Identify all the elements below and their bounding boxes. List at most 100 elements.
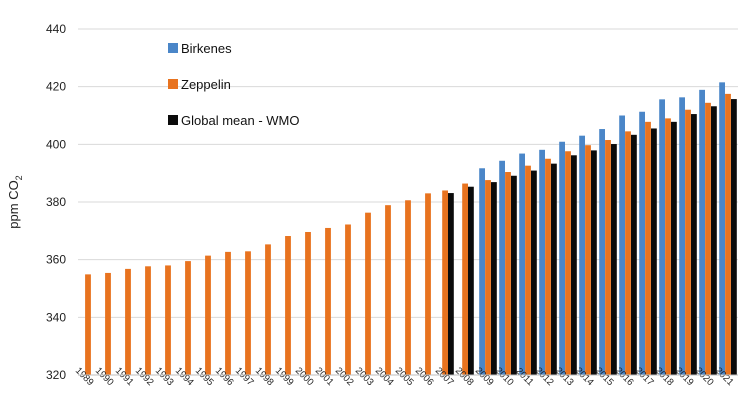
x-tick-label-2003: 2003 [353, 365, 376, 388]
bar-birkenes-2013 [559, 141, 565, 375]
legend-label-birkenes: Birkenes [181, 41, 232, 56]
bar-zeppelin-2019 [685, 109, 691, 375]
y-tick-label-380: 380 [46, 195, 66, 209]
x-tick-label-1995: 1995 [193, 365, 216, 388]
bar-birkenes-2009 [479, 168, 485, 375]
x-tick-label-1992: 1992 [133, 365, 156, 388]
bar-zeppelin-2006 [425, 193, 431, 375]
bar-global-mean-wmo-2009 [491, 182, 497, 375]
x-tick-label-2005: 2005 [393, 365, 416, 388]
bar-zeppelin-2002 [345, 224, 351, 375]
bar-global-mean-wmo-2008 [468, 186, 474, 375]
bar-zeppelin-1996 [225, 251, 231, 375]
x-tick-label-1994: 1994 [173, 365, 196, 388]
y-axis-ticks: 320 340 360 380 400 420 440 [46, 22, 66, 382]
bar-birkenes-2015 [599, 129, 605, 375]
bar-global-mean-wmo-2011 [531, 170, 537, 375]
bar-global-mean-wmo-2018 [671, 121, 677, 375]
bar-zeppelin-2003 [365, 212, 371, 375]
bar-birkenes-2018 [659, 99, 665, 375]
bar-zeppelin-1999 [285, 236, 291, 375]
bar-birkenes-2017 [639, 111, 645, 375]
bar-global-mean-wmo-2019 [691, 114, 697, 375]
x-tick-label-2001: 2001 [313, 365, 336, 388]
legend: Birkenes Zeppelin Global mean - WMO [168, 41, 299, 128]
x-tick-label-1996: 1996 [213, 365, 236, 388]
bar-zeppelin-2016 [625, 131, 631, 375]
bar-zeppelin-2004 [385, 205, 391, 375]
bar-zeppelin-1989 [85, 274, 91, 375]
y-tick-label-340: 340 [46, 310, 66, 324]
x-tick-label-2004: 2004 [373, 365, 396, 388]
x-tick-label-1993: 1993 [153, 365, 176, 388]
legend-swatch-birkenes [168, 43, 178, 53]
bar-zeppelin-2005 [405, 200, 411, 375]
bar-birkenes-2012 [539, 149, 545, 375]
bar-zeppelin-2007 [442, 190, 448, 375]
x-tick-label-1997: 1997 [233, 365, 256, 388]
bar-zeppelin-2008 [462, 183, 468, 375]
bar-zeppelin-2000 [305, 231, 311, 375]
x-tick-label-2002: 2002 [333, 365, 356, 388]
y-tick-label-440: 440 [46, 22, 66, 36]
legend-label-zeppelin: Zeppelin [181, 77, 231, 92]
y-tick-label-400: 400 [46, 137, 66, 151]
bar-zeppelin-2021 [725, 93, 731, 376]
x-tick-label-1990: 1990 [93, 365, 116, 388]
bar-zeppelin-2012 [545, 158, 551, 375]
y-tick-label-320: 320 [46, 368, 66, 382]
x-tick-label-1999: 1999 [273, 365, 296, 388]
bar-birkenes-2019 [679, 97, 685, 375]
bar-birkenes-2021 [719, 82, 725, 375]
legend-swatch-global-mean-wmo [168, 115, 178, 125]
bar-zeppelin-2001 [325, 227, 331, 375]
y-tick-label-420: 420 [46, 80, 66, 94]
bar-global-mean-wmo-2012 [551, 163, 557, 375]
y-axis-label-text: ppm CO [6, 180, 21, 228]
bar-global-mean-wmo-2016 [631, 134, 637, 375]
bar-zeppelin-2014 [585, 145, 591, 375]
bar-global-mean-wmo-2007 [448, 193, 454, 375]
y-axis-label: ppm CO2 [6, 175, 24, 228]
bar-birkenes-2014 [579, 135, 585, 375]
bar-birkenes-2016 [619, 115, 625, 375]
bar-zeppelin-1994 [185, 261, 191, 375]
bar-zeppelin-2020 [705, 102, 711, 375]
bar-zeppelin-1990 [105, 272, 111, 375]
x-tick-label-1989: 1989 [73, 365, 96, 388]
bar-global-mean-wmo-2013 [571, 155, 577, 375]
legend-swatch-zeppelin [168, 79, 178, 89]
bar-zeppelin-2010 [505, 172, 511, 375]
y-axis-label-subscript: 2 [14, 175, 24, 180]
bar-global-mean-wmo-2017 [651, 128, 657, 375]
x-tick-label-2006: 2006 [413, 365, 436, 388]
bar-zeppelin-2017 [645, 121, 651, 375]
bar-zeppelin-1993 [165, 265, 171, 375]
bar-global-mean-wmo-2010 [511, 175, 517, 375]
bar-birkenes-2010 [499, 160, 505, 375]
x-axis-ticks: 1989199019911992199319941995199619971998… [73, 365, 736, 388]
x-tick-label-1991: 1991 [113, 365, 136, 388]
bar-zeppelin-2018 [665, 118, 671, 375]
bar-zeppelin-1991 [125, 268, 131, 375]
bar-zeppelin-1992 [145, 266, 151, 375]
bar-global-mean-wmo-2014 [591, 150, 597, 375]
y-tick-label-360: 360 [46, 253, 66, 267]
x-tick-label-1998: 1998 [253, 365, 276, 388]
bar-zeppelin-1995 [205, 255, 211, 375]
bar-zeppelin-2013 [565, 151, 571, 375]
legend-label-global-mean-wmo: Global mean - WMO [181, 113, 299, 128]
bar-birkenes-2020 [699, 89, 705, 375]
bar-global-mean-wmo-2021 [731, 99, 737, 375]
bars [85, 82, 737, 376]
bar-zeppelin-2011 [525, 165, 531, 375]
bar-global-mean-wmo-2015 [611, 144, 617, 375]
x-tick-label-2000: 2000 [293, 365, 316, 388]
bar-zeppelin-2015 [605, 140, 611, 375]
bar-zeppelin-1997 [245, 251, 251, 375]
bar-zeppelin-2009 [485, 180, 491, 375]
bar-global-mean-wmo-2020 [711, 106, 717, 376]
bar-birkenes-2011 [519, 153, 525, 375]
bar-zeppelin-1998 [265, 244, 271, 375]
